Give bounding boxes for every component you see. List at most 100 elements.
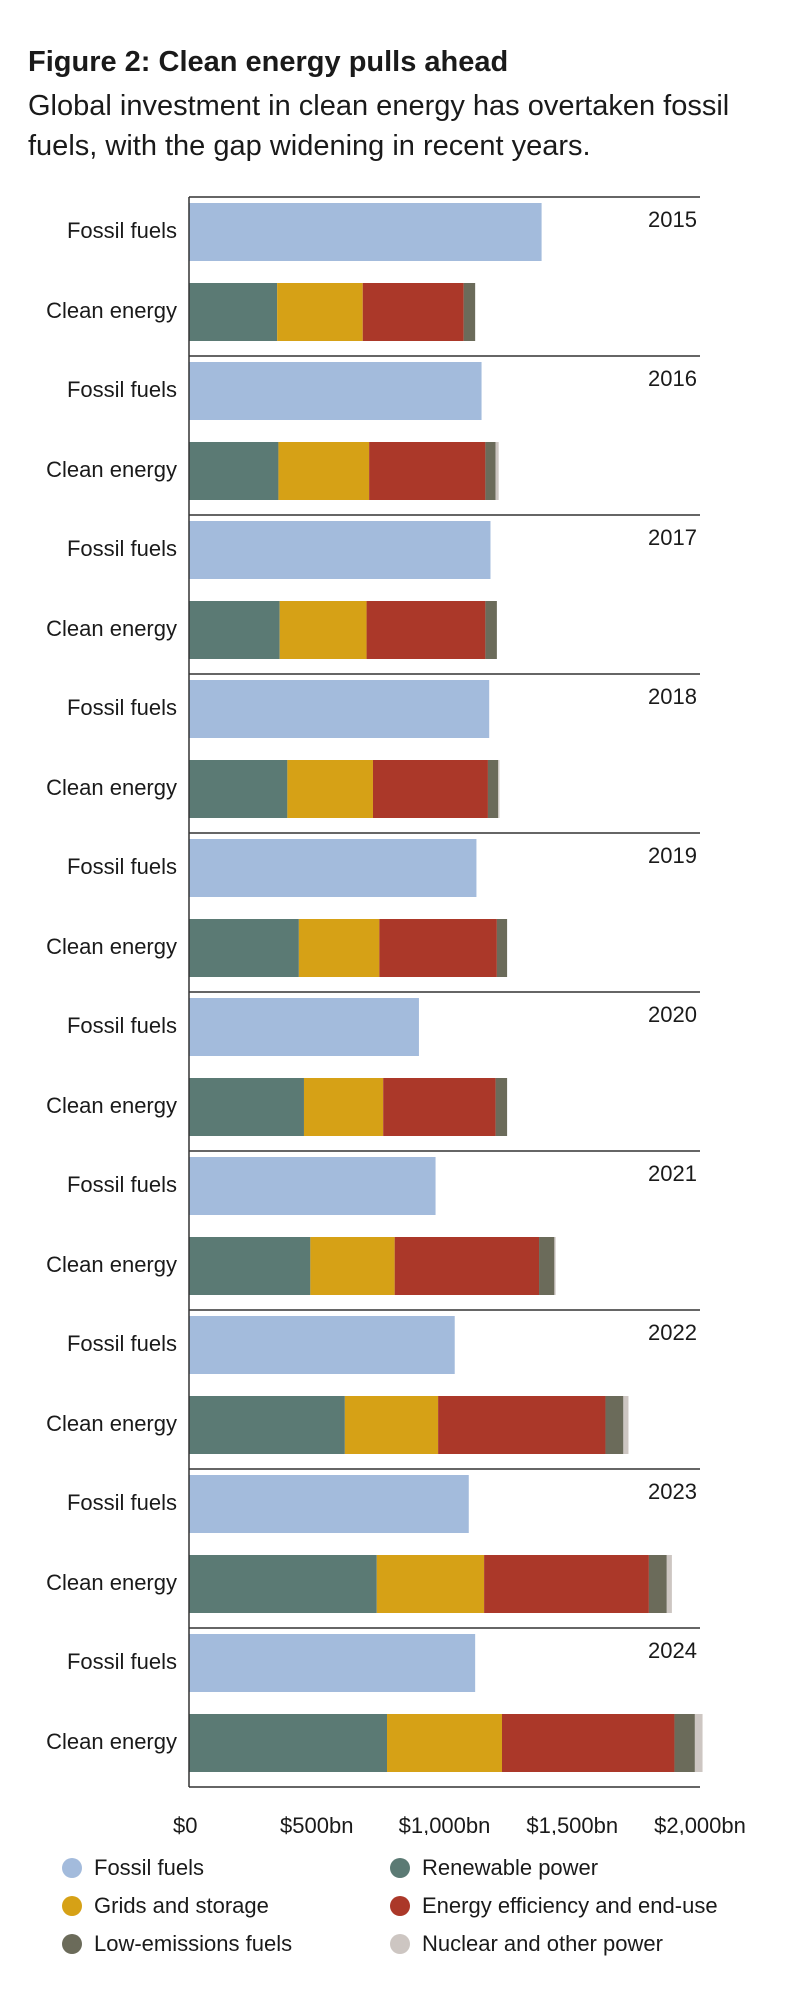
legend-swatch [62,1896,82,1916]
row-label-fossil: Fossil fuels [67,218,177,243]
chart-title: Figure 2: Clean energy pulls ahead [28,46,509,78]
bar-grids-and-storage [344,1396,439,1454]
bar-energy-efficiency-and-end-use [484,1555,649,1613]
year-label: 2016 [648,366,697,391]
bar-low-emissions-fuels [605,1396,624,1454]
bar-renewable-power [189,919,299,977]
bar-fossil-fuels [189,1475,469,1533]
bar-grids-and-storage [387,1714,502,1772]
row-label-fossil: Fossil fuels [67,1490,177,1515]
bar-grids-and-storage [279,601,367,659]
row-label-clean: Clean energy [46,934,177,959]
row-label-fossil: Fossil fuels [67,536,177,561]
row-label-fossil: Fossil fuels [67,854,177,879]
year-label: 2024 [648,1638,697,1663]
legend-item: Renewable power [390,1855,598,1881]
legend-item: Low-emissions fuels [62,1931,292,1957]
bar-grids-and-storage [277,283,363,341]
legend-label: Energy efficiency and end-use [422,1893,718,1918]
bar-low-emissions-fuels [496,919,508,977]
bar-renewable-power [189,1555,377,1613]
bar-low-emissions-fuels [487,760,499,818]
legend-item: Grids and storage [62,1893,269,1919]
legend-item: Energy efficiency and end-use [390,1893,718,1919]
bar-renewable-power [189,760,288,818]
row-label-clean: Clean energy [46,775,177,800]
bar-grids-and-storage [310,1237,395,1295]
bar-low-emissions-fuels [485,442,496,500]
row-label-fossil: Fossil fuels [67,377,177,402]
row-label-clean: Clean energy [46,1570,177,1595]
year-label: 2017 [648,525,697,550]
year-label: 2020 [648,1002,697,1027]
legend-label: Fossil fuels [94,1855,205,1880]
bar-grids-and-storage [287,760,373,818]
x-tick-label: $1,500bn [526,1813,618,1835]
year-label: 2018 [648,684,697,709]
bar-fossil-fuels [189,1634,476,1692]
x-tick-label: $0 [173,1813,197,1835]
bar-fossil-fuels [189,362,482,420]
bar-renewable-power [189,283,278,341]
bar-energy-efficiency-and-end-use [501,1714,675,1772]
bar-fossil-fuels [189,203,542,261]
bar-energy-efficiency-and-end-use [394,1237,540,1295]
year-label: 2023 [648,1479,697,1504]
bar-nuclear-and-other-power [623,1396,629,1454]
bar-renewable-power [189,1396,345,1454]
legend-swatch [390,1896,410,1916]
row-label-clean: Clean energy [46,1411,177,1436]
legend-item: Nuclear and other power [390,1931,663,1957]
legend-label: Low-emissions fuels [94,1931,293,1956]
bar-energy-efficiency-and-end-use [366,601,486,659]
row-label-fossil: Fossil fuels [67,1331,177,1356]
row-label-clean: Clean energy [46,457,177,482]
bar-renewable-power [189,1078,304,1136]
x-tick-label: $500bn [280,1813,353,1835]
legend-label: Grids and storage [94,1893,269,1918]
year-label: 2021 [648,1161,697,1186]
row-label-clean: Clean energy [46,1252,177,1277]
x-tick-label: $1,000bn [399,1813,491,1835]
year-label: 2019 [648,843,697,868]
bar-energy-efficiency-and-end-use [369,442,486,500]
legend-swatch [390,1858,410,1878]
bar-energy-efficiency-and-end-use [383,1078,496,1136]
bar-nuclear-and-other-power [495,442,499,500]
bar-grids-and-storage [303,1078,384,1136]
bar-energy-efficiency-and-end-use [362,283,464,341]
bar-renewable-power [189,1237,311,1295]
bar-renewable-power [189,601,280,659]
bar-fossil-fuels [189,521,491,579]
bar-energy-efficiency-and-end-use [379,919,497,977]
chart-subtitle: Global investment in clean energy has ov… [28,90,730,162]
bar-nuclear-and-other-power [498,760,500,818]
bar-energy-efficiency-and-end-use [372,760,488,818]
row-label-fossil: Fossil fuels [67,695,177,720]
bar-fossil-fuels [189,1157,436,1215]
bar-fossil-fuels [189,839,477,897]
bar-fossil-fuels [189,1316,455,1374]
bar-grids-and-storage [376,1555,485,1613]
bar-renewable-power [189,442,279,500]
bar-low-emissions-fuels [495,1078,508,1136]
legend-swatch [390,1934,410,1954]
legend-label: Nuclear and other power [422,1931,663,1956]
stacked-bar-chart: 2015 Fossil fuels Clean energy 2016 Fossil f… [46,196,746,1835]
legend-swatch [62,1858,82,1878]
legend-swatch [62,1934,82,1954]
x-tick-label: $2,000bn [654,1813,746,1835]
row-label-fossil: Fossil fuels [67,1172,177,1197]
row-label-fossil: Fossil fuels [67,1649,177,1674]
bar-low-emissions-fuels [674,1714,695,1772]
bar-nuclear-and-other-power [554,1237,556,1295]
row-label-fossil: Fossil fuels [67,1013,177,1038]
row-label-clean: Clean energy [46,616,177,641]
bar-low-emissions-fuels [539,1237,555,1295]
bar-grids-and-storage [278,442,370,500]
legend-item: Fossil fuels [62,1855,204,1881]
bar-fossil-fuels [189,680,490,738]
bar-energy-efficiency-and-end-use [438,1396,606,1454]
year-label: 2022 [648,1320,697,1345]
bar-renewable-power [189,1714,388,1772]
